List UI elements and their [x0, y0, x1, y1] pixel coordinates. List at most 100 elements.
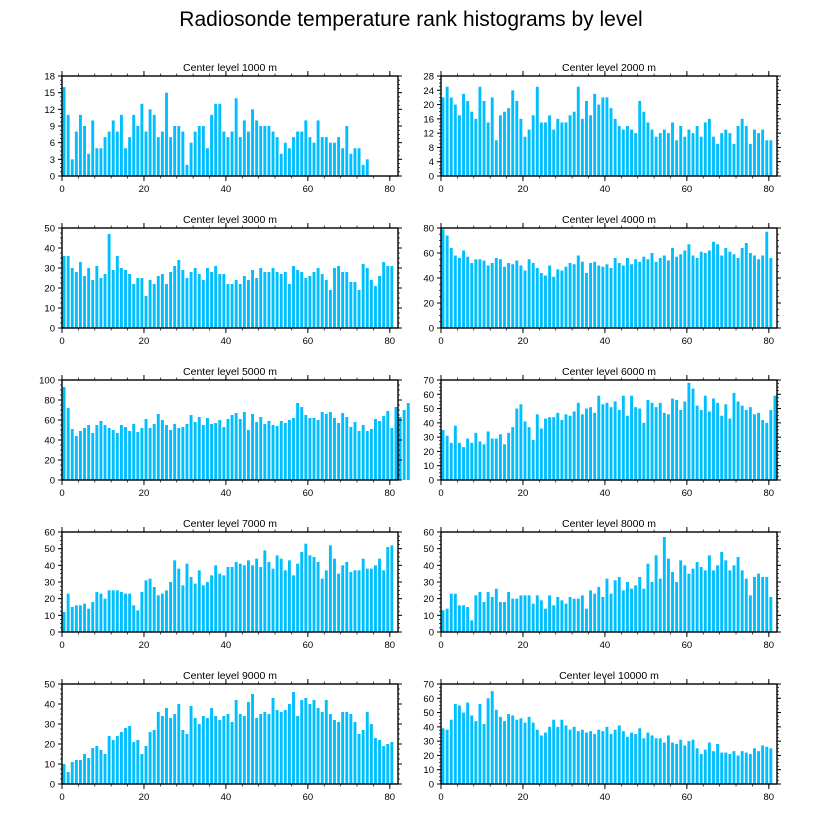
- histogram-bar: [259, 714, 263, 784]
- histogram-bar: [103, 137, 107, 176]
- y-tick-label: 28: [423, 72, 434, 83]
- histogram-bar: [687, 573, 691, 632]
- y-tick-label: 20: [423, 100, 434, 111]
- histogram-bar: [316, 708, 320, 784]
- histogram-bar: [316, 420, 320, 480]
- histogram-bar: [609, 734, 613, 784]
- histogram-bar: [478, 441, 482, 480]
- histogram-bar: [226, 714, 230, 784]
- histogram-bar: [230, 284, 234, 328]
- histogram-bar: [218, 573, 222, 632]
- histogram-bar: [761, 577, 765, 632]
- x-tick-label: 0: [59, 640, 64, 651]
- histogram-bar: [349, 153, 353, 176]
- histogram-bar: [482, 602, 486, 632]
- histogram-bar: [773, 395, 777, 480]
- histogram-bar: [70, 159, 74, 176]
- histogram-bar: [111, 270, 115, 328]
- histogram-bar: [324, 137, 328, 176]
- histogram-bar: [691, 388, 695, 480]
- histogram-bar: [193, 422, 197, 480]
- panel-title: Center level 5000 m: [183, 366, 277, 378]
- histogram-bar: [650, 582, 654, 632]
- histogram-bar: [449, 442, 453, 480]
- histogram-bar: [601, 597, 605, 632]
- histogram-bar: [462, 93, 465, 176]
- histogram-bar: [544, 608, 547, 632]
- histogram-bar: [535, 595, 539, 632]
- x-tick-label: 20: [518, 792, 529, 803]
- y-tick-label: 70: [423, 680, 434, 691]
- histogram-bar: [165, 284, 168, 328]
- histogram-bar: [564, 603, 568, 632]
- histogram-bar: [357, 148, 361, 176]
- histogram-bar: [642, 588, 646, 632]
- histogram-bar: [703, 749, 707, 784]
- histogram-bar: [548, 115, 552, 176]
- histogram-bar: [242, 412, 246, 480]
- histogram-bar: [341, 565, 345, 632]
- histogram-bar: [353, 148, 357, 176]
- histogram-bar: [214, 565, 218, 632]
- histogram-bar: [748, 143, 752, 176]
- histogram-bar: [625, 126, 629, 176]
- histogram-bar: [107, 590, 111, 632]
- histogram-bar: [87, 425, 91, 480]
- histogram-bar: [173, 126, 177, 176]
- histogram-bar: [748, 754, 752, 784]
- histogram-bar: [445, 435, 449, 480]
- histogram-bar: [613, 258, 617, 328]
- histogram-bar: [753, 414, 756, 480]
- histogram-bar: [687, 382, 691, 480]
- histogram-bar: [630, 129, 633, 176]
- histogram-bar: [691, 255, 695, 328]
- histogram-bar: [572, 726, 576, 784]
- histogram-bar: [283, 272, 287, 328]
- histogram-bar: [544, 122, 547, 176]
- histogram-bar: [736, 755, 740, 784]
- histogram-bar: [453, 704, 457, 784]
- x-tick-label: 40: [221, 792, 232, 803]
- histogram-bar: [457, 605, 461, 632]
- histogram-bar: [642, 422, 646, 480]
- histogram-bar: [119, 732, 123, 784]
- histogram-bar: [341, 413, 345, 480]
- histogram-bar: [507, 714, 511, 784]
- histogram-bar: [658, 402, 662, 480]
- histogram-bar: [740, 248, 744, 328]
- histogram-bar: [621, 265, 625, 328]
- histogram-bar: [296, 403, 300, 480]
- histogram-bar: [201, 585, 205, 632]
- histogram-bar: [695, 258, 699, 328]
- histogram-bar: [287, 420, 291, 480]
- histogram-bar: [539, 273, 543, 328]
- histogram-bar: [597, 587, 601, 632]
- histogram-bar: [671, 742, 674, 784]
- histogram-bar: [70, 607, 74, 632]
- histogram-bar: [382, 746, 386, 784]
- histogram-bar: [519, 118, 523, 176]
- histogram-bar: [271, 698, 275, 784]
- y-tick-label: 40: [423, 418, 434, 429]
- histogram-bar: [441, 610, 445, 632]
- histogram-bar: [621, 129, 625, 176]
- histogram-bar: [548, 595, 552, 632]
- histogram-bar: [66, 772, 70, 784]
- histogram-bar: [486, 698, 490, 784]
- histogram-bar: [238, 137, 242, 176]
- histogram-bar: [132, 605, 136, 632]
- histogram-bar: [625, 258, 629, 328]
- y-tick-label: 0: [429, 324, 434, 335]
- histogram-bar: [441, 229, 445, 328]
- histogram-bar: [390, 428, 394, 480]
- histogram-bar: [189, 272, 193, 328]
- histogram-bar: [744, 243, 748, 328]
- histogram-bar: [316, 120, 320, 176]
- histogram-bar: [691, 568, 695, 632]
- histogram-bar: [486, 265, 490, 328]
- histogram-bar: [378, 740, 382, 784]
- y-tick-label: 30: [423, 737, 434, 748]
- histogram-bar: [308, 137, 312, 176]
- histogram-bar: [671, 572, 674, 632]
- histogram-bar: [210, 272, 214, 328]
